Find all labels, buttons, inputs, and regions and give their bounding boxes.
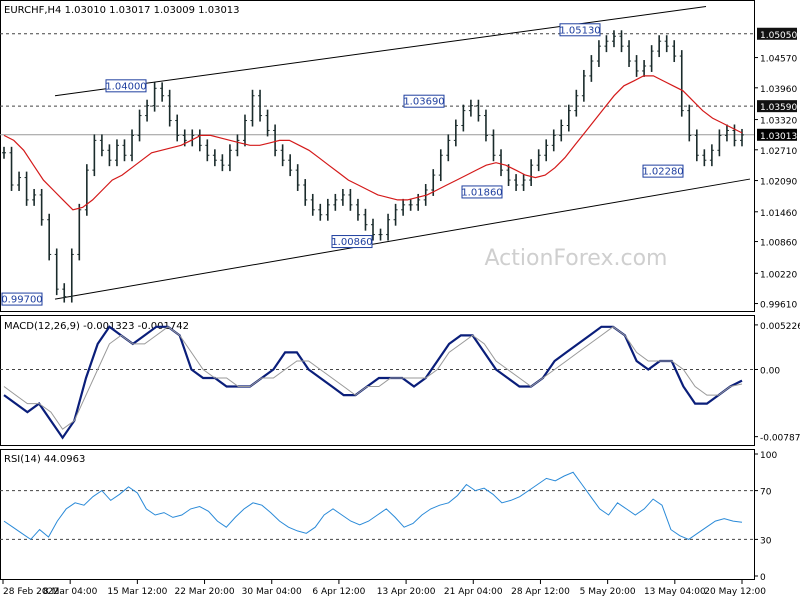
- price-layer: 0.99700 1.04000 1.00860 1.03690 1.01860 1.051…: [0, 5, 754, 306]
- x-axis-label: 28 Apr 12:00: [511, 587, 570, 597]
- annotation-box: [1, 292, 43, 306]
- price-axis-label: 1.03960: [760, 85, 797, 95]
- signal-line: [3, 326, 743, 430]
- x-axis-label: 8 Mar 04:00: [43, 587, 98, 597]
- watermark: ActionForex.com: [485, 246, 668, 271]
- price-axis-label: 1.00860: [760, 239, 797, 249]
- x-axis-label: 20 May 12:00: [704, 587, 766, 597]
- x-axis-label: 13 Apr 20:00: [377, 587, 436, 597]
- price-axis-label: 1.00220: [760, 270, 797, 280]
- channel-upper-line: [54, 5, 707, 97]
- x-axis-label: 28 Feb 2022: [3, 587, 59, 597]
- macd-axis-label: -0.007873: [760, 434, 800, 444]
- annotation-box: [105, 79, 147, 93]
- price-axis-label: 1.02090: [760, 178, 797, 188]
- price-pane-frame: [0, 0, 755, 312]
- annotation-label: 1.01860: [461, 187, 502, 198]
- x-axis-label: 21 Apr 04:00: [444, 587, 503, 597]
- price-axis-label: 1.04570: [760, 55, 797, 65]
- annotation-label: 1.02280: [642, 167, 683, 178]
- macd-layer: [0, 325, 754, 440]
- rsi-pane-frame: [0, 449, 755, 580]
- annotation-label: 1.03690: [403, 97, 444, 108]
- x-axis-label: 15 Mar 12:00: [107, 587, 167, 597]
- macd-pane-frame: [0, 315, 755, 446]
- x-axis-label: 5 May 20:00: [580, 587, 636, 597]
- annotation-box: [461, 185, 503, 199]
- rsi-axis-label: 100: [760, 451, 777, 461]
- price-header: EURCHF,H4 1.03010 1.03017 1.03009 1.0301…: [4, 5, 240, 16]
- x-axis-label: 6 Apr 12:00: [312, 587, 365, 597]
- channel-lower-line: [54, 178, 751, 300]
- annotation-box: [642, 164, 684, 178]
- annotation-label: 1.00860: [331, 237, 372, 248]
- price-axis-marker: [757, 128, 797, 141]
- annotation-label: 0.99700: [1, 295, 42, 306]
- annotation-label: 1.04000: [105, 81, 146, 92]
- rsi-header: RSI(14) 44.0963: [4, 454, 85, 465]
- rsi-axis-label: 30: [760, 536, 772, 546]
- axis-layer: 1.05050 1.04570 1.03960 1.03590 1.03320 1.030…: [2, 27, 800, 597]
- price-axis-label: 1.03590: [760, 103, 797, 113]
- rsi-layer: [0, 471, 754, 541]
- x-axis-label: 30 Mar 04:00: [242, 587, 302, 597]
- x-axis-label: 13 May 04:00: [644, 587, 706, 597]
- annotation-label: 1.05130: [559, 25, 600, 36]
- price-axis-label: 1.03320: [760, 117, 797, 127]
- macd-line: [3, 325, 743, 440]
- rsi-line: [3, 471, 743, 541]
- price-axis-label: 1.02710: [760, 147, 797, 157]
- price-axis-label: 1.05050: [760, 31, 797, 41]
- moving-average-line: [3, 75, 743, 211]
- macd-axis-label: 0.005226: [760, 322, 800, 332]
- rsi-axis-label: 70: [760, 488, 772, 498]
- macd-axis-label: 0.00: [760, 366, 780, 376]
- x-axis-label: 22 Mar 20:00: [174, 587, 234, 597]
- price-axis-marker: [757, 100, 797, 113]
- macd-header: MACD(12,26,9) -0.001323 -0.001742: [4, 321, 189, 332]
- price-axis-label: 0.99610: [760, 301, 797, 311]
- rsi-axis-label: 0: [760, 573, 766, 583]
- annotation-box: [403, 94, 445, 108]
- annotation-box: [559, 23, 601, 37]
- price-axis-label: 1.01460: [760, 209, 797, 219]
- annotation-box: [331, 235, 373, 249]
- price-axis-marker: [757, 27, 797, 40]
- price-axis-label: 1.03013: [760, 132, 797, 142]
